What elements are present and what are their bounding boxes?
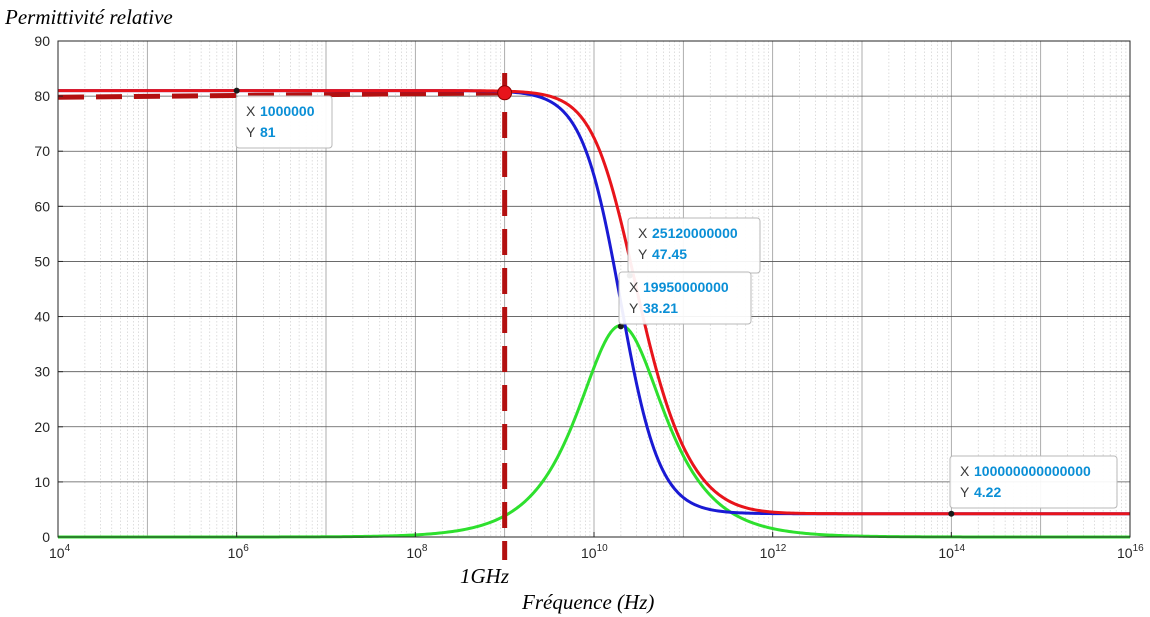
datatip-point <box>233 87 240 94</box>
x-axis-ticks: 104 106 108 1010 1012 1014 1016 <box>49 532 1144 561</box>
vertical-marker-label: 1GHz <box>460 564 509 588</box>
datatip-x-label: X <box>629 279 639 295</box>
datatip-box <box>949 455 1118 509</box>
datatip-y-label: Y <box>629 300 639 316</box>
datatip-x-value: 100000000000000 <box>974 463 1091 479</box>
x-tick-label: 1012 <box>760 543 787 561</box>
datatip-x-label: X <box>638 225 648 241</box>
datatip-y-value: 38.21 <box>643 300 678 316</box>
datatip-box <box>235 95 333 149</box>
minor-grid <box>84 41 1127 537</box>
datatip-y-label: Y <box>960 484 970 500</box>
y-tick-label: 10 <box>34 474 50 490</box>
datatip-box <box>618 271 752 325</box>
datatip-y-label: Y <box>246 124 256 140</box>
y-axis-title: Permittivité relative <box>4 5 173 29</box>
x-tick-label: 104 <box>49 543 71 561</box>
datatip-y-value: 4.22 <box>974 484 1001 500</box>
y-axis-ticks: 0 10 20 30 40 50 60 70 80 90 <box>34 33 63 545</box>
x-axis-title: Fréquence (Hz) <box>521 590 654 614</box>
y-tick-label: 40 <box>34 309 50 325</box>
y-tick-label: 60 <box>34 198 50 214</box>
x-tick-label: 106 <box>228 543 250 561</box>
datatip-y-value: 81 <box>260 124 276 140</box>
annotation-layer <box>497 73 513 560</box>
y-tick-label: 30 <box>34 364 50 380</box>
datatip-point <box>617 323 624 330</box>
datatip-x-label: X <box>246 103 256 119</box>
y-tick-label: 90 <box>34 33 50 49</box>
datatip-point <box>948 510 955 517</box>
datatip-x-value: 25120000000 <box>652 225 738 241</box>
y-tick-label: 20 <box>34 419 50 435</box>
x-tick-label: 1010 <box>581 543 608 561</box>
datatip-y-label: Y <box>638 246 648 262</box>
y-tick-label: 80 <box>34 88 50 104</box>
x-tick-label: 1016 <box>1117 543 1144 561</box>
y-tick-label: 70 <box>34 143 50 159</box>
y-tick-label: 50 <box>34 253 50 269</box>
x-tick-label: 108 <box>406 543 428 561</box>
marker-point <box>497 85 513 101</box>
datatip-y-value: 47.45 <box>652 246 687 262</box>
datatip-x-label: X <box>960 463 970 479</box>
datatip-x-value: 19950000000 <box>643 279 729 295</box>
x-tick-label: 1014 <box>938 543 965 561</box>
datatip-x-value: 1000000 <box>260 103 315 119</box>
y-tick-label: 0 <box>42 529 50 545</box>
